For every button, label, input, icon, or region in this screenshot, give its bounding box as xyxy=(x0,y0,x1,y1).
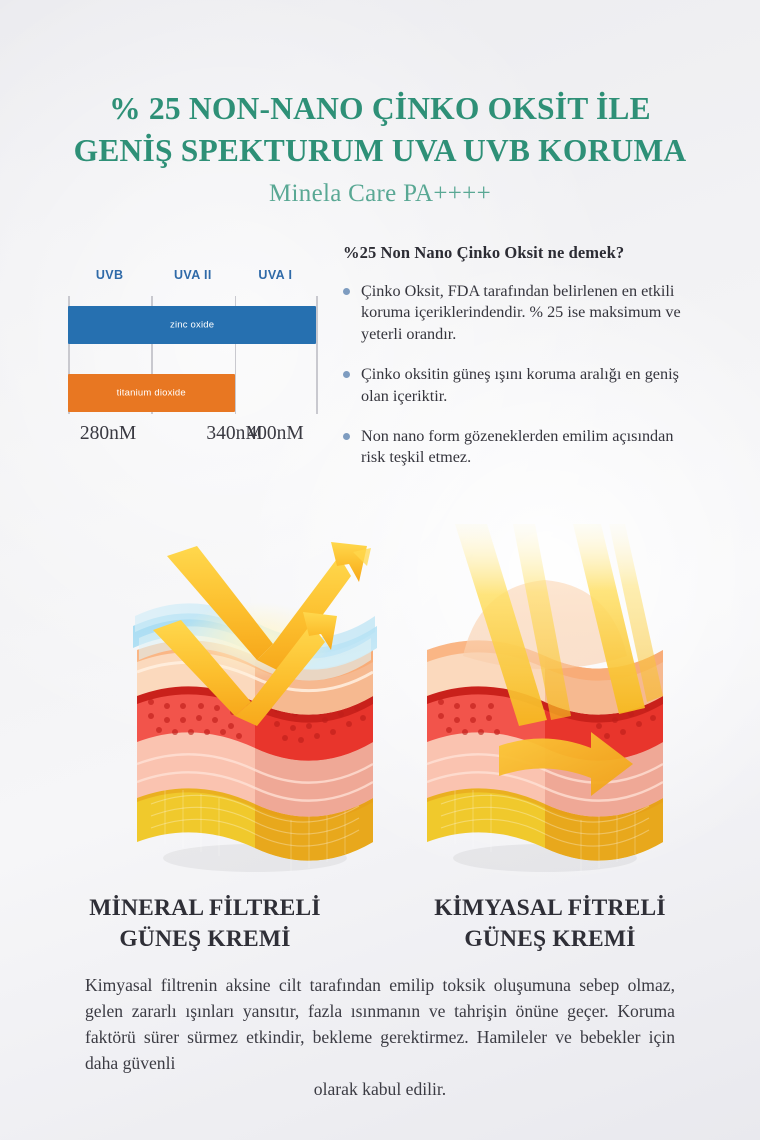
page-subtitle: Minela Care PA++++ xyxy=(269,179,491,207)
bar-titanium-dioxide: titanium dioxide xyxy=(68,374,235,412)
caption-mineral-line-2: GÜNEŞ KREMİ xyxy=(119,925,291,952)
band-label-uvb: UVB xyxy=(95,268,124,282)
info-bullet-1-text: Çinko Oksit, FDA tarafından belirlenen e… xyxy=(361,282,681,343)
page-title: % 25 NON-NANO ÇİNKO OKSİT İLE GENİŞ SPEK… xyxy=(0,88,760,208)
mineral-sunscreen-skin-diagram xyxy=(105,520,405,880)
band-label-uva-1: UVA I xyxy=(258,268,293,282)
band-label-uva-2: UVA II xyxy=(173,268,212,282)
info-column: %25 Non Nano Çinko Oksit ne demek? Çinko… xyxy=(343,243,701,488)
bar-label-zinc-oxide: zinc oxide xyxy=(170,319,215,331)
info-bullet-1: Çinko Oksit, FDA tarafından belirlenen e… xyxy=(343,281,701,345)
bar-zinc-oxide: zinc oxide xyxy=(68,306,317,344)
info-bullet-3: Non nano form gözeneklerden emilim açısı… xyxy=(343,426,701,469)
footer-paragraph-last-line: olarak kabul edilir. xyxy=(313,1079,447,1100)
chart-axis-tick-labels: 280nM 340nM 400nM xyxy=(68,423,318,451)
title-line-2: GENİŞ SPEKTURUM UVA UVB KORUMA xyxy=(73,132,687,168)
caption-chemical-line-2: GÜNEŞ KREMİ xyxy=(464,925,636,952)
title-line-1: % 25 NON-NANO ÇİNKO OKSİT İLE xyxy=(109,91,651,126)
chart-plot-area: zinc oxide titanium dioxide xyxy=(68,296,318,414)
uv-absorption-arrow xyxy=(499,732,633,796)
bullet-dot-icon xyxy=(343,371,350,379)
uv-reflecting-rays xyxy=(153,542,371,726)
bullet-dot-icon xyxy=(343,288,350,295)
info-heading: %25 Non Nano Çinko Oksit ne demek? xyxy=(343,243,625,262)
axis-tick-400nm: 400nM xyxy=(247,423,304,444)
uv-spectrum-chart: UVB UVA II UVA I zinc oxide titanium dio… xyxy=(68,268,318,451)
footer-paragraph: Kimyasal filtrenin aksine cilt tarafında… xyxy=(85,972,675,1102)
uv-penetrating-rays xyxy=(455,524,663,726)
axis-tick-340nm: 340nM xyxy=(206,423,263,444)
info-bullet-2-text: Çinko oksitin güneş ışını koruma aralığı… xyxy=(361,365,679,405)
chart-band-labels: UVB UVA II UVA I xyxy=(68,268,318,290)
axis-tick-280nm: 280nM xyxy=(79,423,137,444)
gridline-400 xyxy=(316,296,318,414)
chemical-sunscreen-skin-diagram xyxy=(395,520,695,880)
bullet-dot-icon xyxy=(343,432,350,440)
ray-pair-2 xyxy=(153,612,337,726)
caption-mineral-line-1: MİNERAL FİLTRELİ xyxy=(89,895,321,921)
gridline-320 xyxy=(151,296,153,414)
bar-label-titanium-dioxide: titanium dioxide xyxy=(116,387,186,399)
caption-mineral: MİNERAL FİLTRELİ GÜNEŞ KREMİ xyxy=(55,893,355,954)
caption-chemical: KİMYASAL FİTRELİ GÜNEŞ KREMİ xyxy=(400,893,700,954)
info-bullet-3-text: Non nano form gözeneklerden emilim açısı… xyxy=(361,426,674,467)
info-bullet-2: Çinko oksitin güneş ışını koruma aralığı… xyxy=(343,364,701,407)
gridline-340 xyxy=(234,296,236,414)
gridline-280 xyxy=(68,296,70,414)
footer-paragraph-body: Kimyasal filtrenin aksine cilt tarafında… xyxy=(85,975,675,1074)
caption-chemical-line-1: KİMYASAL FİTRELİ xyxy=(434,895,666,921)
